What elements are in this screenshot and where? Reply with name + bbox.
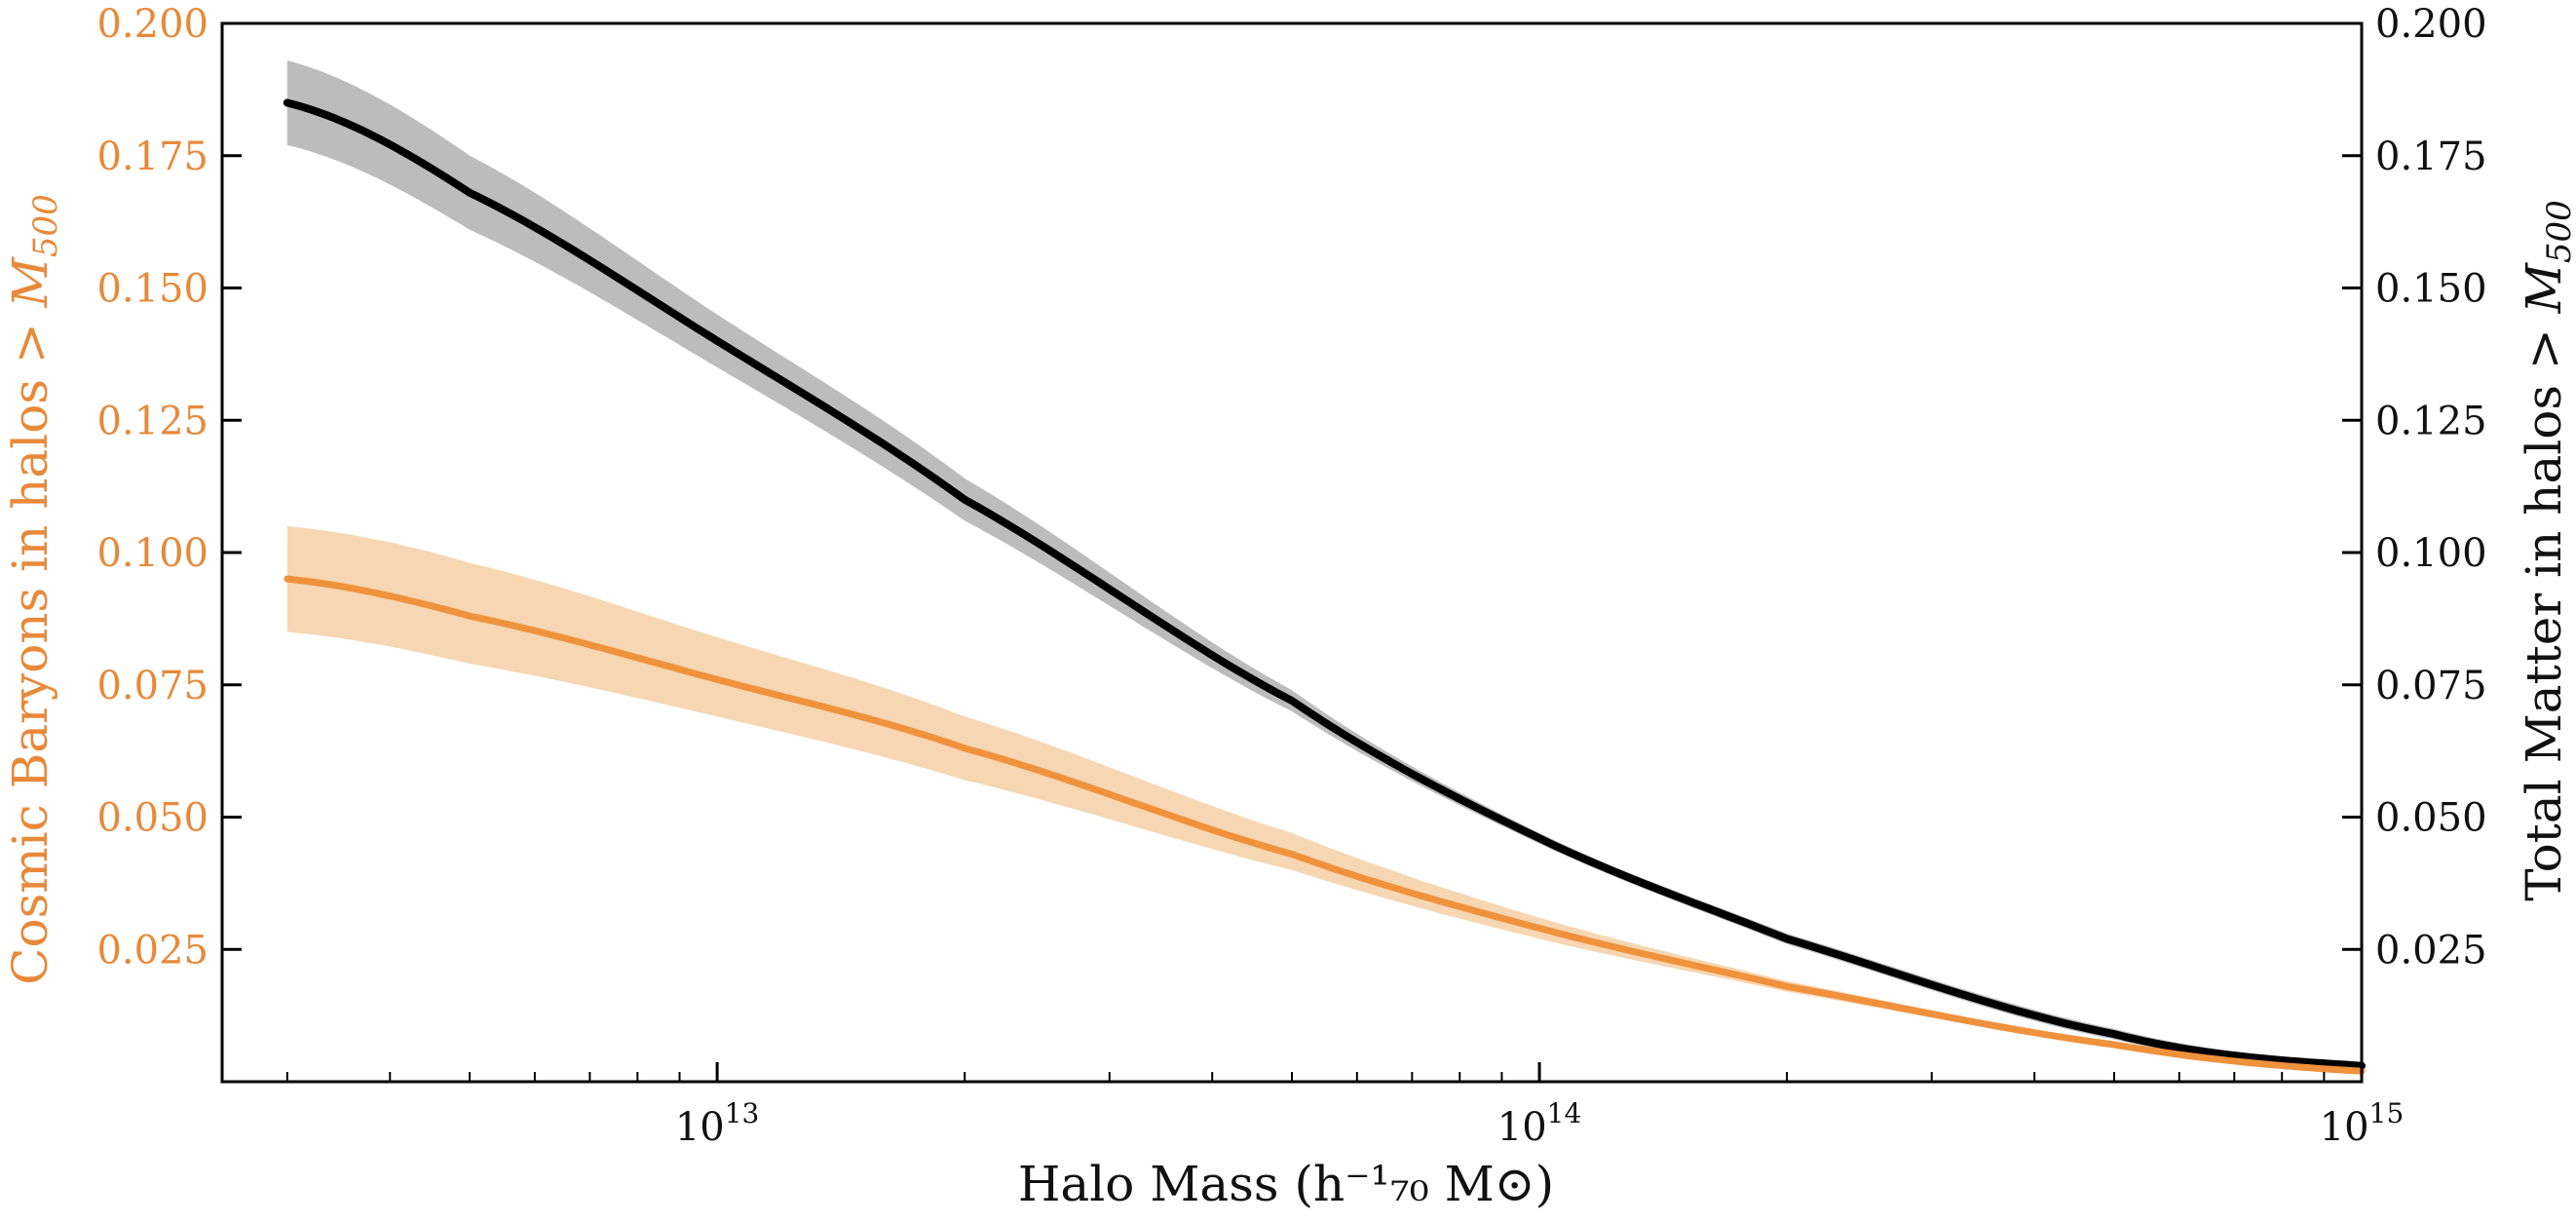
right-tick-label: 0.050 (2375, 796, 2487, 841)
x-tick-label: 1013 (675, 1097, 760, 1150)
right-tick-label: 0.025 (2375, 928, 2487, 973)
left-tick-label: 0.200 (96, 2, 208, 47)
cosmic-baryons-band (286, 525, 2362, 1074)
left-tick-label: 0.175 (96, 134, 208, 179)
x-axis-label: Halo Mass (h⁻¹₇₀ M⊙) (1018, 1156, 1554, 1212)
right-axis-label: Total Matter in halos > M500 (2516, 200, 2576, 901)
cosmic-baryons-line (284, 575, 2366, 1075)
right-tick-label: 0.200 (2375, 2, 2487, 47)
left-tick-label: 0.075 (96, 664, 208, 708)
x-axis-ticks: 1013 1014 1015 (285, 1062, 2405, 1150)
left-tick-label: 0.125 (96, 399, 208, 443)
left-tick-label: 0.100 (96, 531, 208, 576)
right-axis-ticks: 0.025 0.050 0.075 0.100 0.125 0.150 0.175 0.200 (2342, 2, 2487, 973)
right-tick-label: 0.075 (2375, 664, 2487, 708)
series-lines (283, 98, 2366, 1075)
left-tick-label: 0.050 (96, 796, 208, 841)
right-tick-label: 0.150 (2375, 267, 2487, 312)
left-axis-ticks: 0.025 0.050 0.075 0.100 0.125 0.150 0.175 0.200 (96, 2, 242, 973)
left-tick-label: 0.150 (96, 267, 208, 312)
left-axis-label: Cosmic Baryons in halos > M500 (2, 194, 65, 985)
x-tick-label: 1014 (1497, 1097, 1582, 1150)
right-tick-label: 0.100 (2375, 531, 2487, 576)
left-tick-label: 0.025 (96, 928, 208, 973)
total-matter-line (283, 98, 2366, 1070)
uncertainty-bands (286, 60, 2362, 1074)
right-tick-label: 0.175 (2375, 134, 2487, 179)
right-tick-label: 0.125 (2375, 399, 2487, 443)
x-tick-label: 1015 (2320, 1097, 2405, 1150)
